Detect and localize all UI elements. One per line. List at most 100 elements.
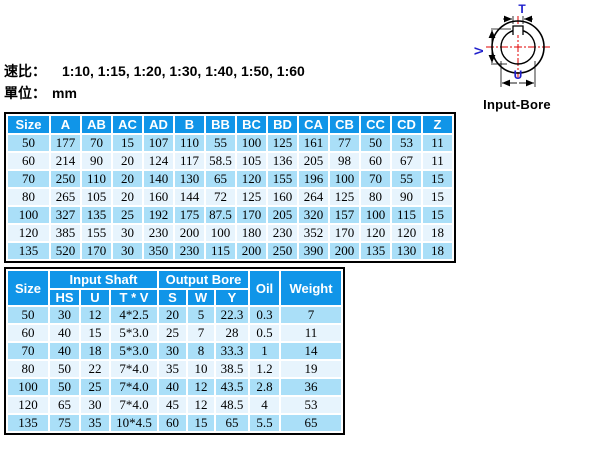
table-cell: 135 [8, 243, 49, 259]
table-cell: 135 [8, 415, 48, 431]
table-row: 70 250 110 20 140 130 65 120 155 196 100 70 55 15 [8, 171, 452, 187]
table-cell: 60 [361, 153, 390, 169]
table-cell: 11 [423, 135, 452, 151]
table-cell: 135 [361, 243, 390, 259]
column-header: Y [216, 290, 248, 305]
column-header: HS [50, 290, 79, 305]
col-header-size: Size [8, 271, 48, 305]
table-cell: 100 [8, 207, 49, 223]
table-cell: 107 [144, 135, 173, 151]
table-cell: 140 [144, 171, 173, 187]
col-header-output-bore: Output Bore [159, 271, 248, 288]
table-cell: 60 [159, 415, 186, 431]
table-cell: 10 [188, 361, 214, 377]
table-cell: 390 [299, 243, 328, 259]
table-cell: 60 [8, 153, 49, 169]
table-cell: 250 [268, 243, 297, 259]
table-cell: 144 [175, 189, 204, 205]
col-header-input-shaft: Input Shaft [50, 271, 157, 288]
table-cell: 40 [50, 343, 79, 359]
table-cell: 120 [8, 397, 48, 413]
table-cell: 7 [188, 325, 214, 341]
table-cell: 250 [51, 171, 80, 187]
table-cell: 65 [216, 415, 248, 431]
table-cell: 50 [8, 307, 48, 323]
table-cell: 43.5 [216, 379, 248, 395]
table-cell: 200 [330, 243, 359, 259]
table-cell: 70 [361, 171, 390, 187]
table-cell: 350 [144, 243, 173, 259]
table-cell: 192 [144, 207, 173, 223]
table-row: 50 30 12 4*2.5 20 5 22.3 0.3 7 [8, 307, 341, 323]
col-header-oil: Oil [250, 271, 279, 305]
table-row: 120 65 30 7*4.0 45 12 48.5 4 53 [8, 397, 341, 413]
table-cell: 25 [113, 207, 142, 223]
column-header: T * V [111, 290, 157, 305]
table-row: 135 75 35 10*4.5 60 15 65 5.5 65 [8, 415, 341, 431]
table-cell: 320 [299, 207, 328, 223]
column-header: AD [144, 116, 173, 133]
column-header: CC [361, 116, 390, 133]
table-cell: 15 [113, 135, 142, 151]
table-cell: 7 [281, 307, 341, 323]
table-cell: 130 [175, 171, 204, 187]
table-cell: 87.5 [206, 207, 235, 223]
column-header: CB [330, 116, 359, 133]
table-row: 80 50 22 7*4.0 35 10 38.5 1.2 19 [8, 361, 341, 377]
column-header: BC [237, 116, 266, 133]
table-cell: 110 [175, 135, 204, 151]
table-cell: 38.5 [216, 361, 248, 377]
unit-label: 單位： [4, 85, 46, 101]
column-header: CA [299, 116, 328, 133]
table-cell: 160 [268, 189, 297, 205]
table-cell: 125 [330, 189, 359, 205]
column-header: BB [206, 116, 235, 133]
table-cell: 177 [51, 135, 80, 151]
table-cell: 100 [330, 171, 359, 187]
table-cell: 170 [82, 243, 111, 259]
keyway-icon [512, 25, 524, 35]
speed-ratio-label: 速比： [4, 63, 46, 79]
table-cell: 160 [144, 189, 173, 205]
table-cell: 5*3.0 [111, 343, 157, 359]
table-cell: 8 [188, 343, 214, 359]
table-row: 100 50 25 7*4.0 40 12 43.5 2.8 36 [8, 379, 341, 395]
table-cell: 53 [281, 397, 341, 413]
table-cell: 327 [51, 207, 80, 223]
table-cell: 80 [361, 189, 390, 205]
table-cell: 20 [113, 153, 142, 169]
table-cell: 30 [81, 397, 109, 413]
table-cell: 2.8 [250, 379, 279, 395]
column-header: AC [113, 116, 142, 133]
table-cell: 15 [423, 171, 452, 187]
table-cell: 22 [81, 361, 109, 377]
table-cell: 77 [330, 135, 359, 151]
table-cell: 30 [113, 225, 142, 241]
column-header: AB [82, 116, 111, 133]
table-cell: 264 [299, 189, 328, 205]
table-cell: 265 [51, 189, 80, 205]
table-cell: 1 [250, 343, 279, 359]
column-header: BD [268, 116, 297, 133]
table-cell: 15 [188, 415, 214, 431]
speed-ratio-line: 速比： 1:10, 1:15, 1:20, 1:30, 1:40, 1:50, 1… [4, 61, 305, 81]
table-cell: 230 [268, 225, 297, 241]
table-cell: 520 [51, 243, 80, 259]
table-cell: 124 [144, 153, 173, 169]
table-cell: 25 [159, 325, 186, 341]
dimension-table-header-row: Size A AB AC AD B BB BC BD CA CB CC CD Z [8, 116, 452, 133]
table-cell: 110 [82, 171, 111, 187]
table-cell: 170 [330, 225, 359, 241]
table-row: 60 40 15 5*3.0 25 7 28 0.5 11 [8, 325, 341, 341]
table-cell: 45 [159, 397, 186, 413]
table-cell: 120 [8, 225, 49, 241]
table-cell: 50 [50, 361, 79, 377]
table-cell: 65 [281, 415, 341, 431]
table-cell: 90 [82, 153, 111, 169]
unit-value: mm [52, 85, 77, 101]
table-cell: 25 [81, 379, 109, 395]
table-cell: 115 [206, 243, 235, 259]
table-cell: 100 [361, 207, 390, 223]
table-cell: 161 [299, 135, 328, 151]
